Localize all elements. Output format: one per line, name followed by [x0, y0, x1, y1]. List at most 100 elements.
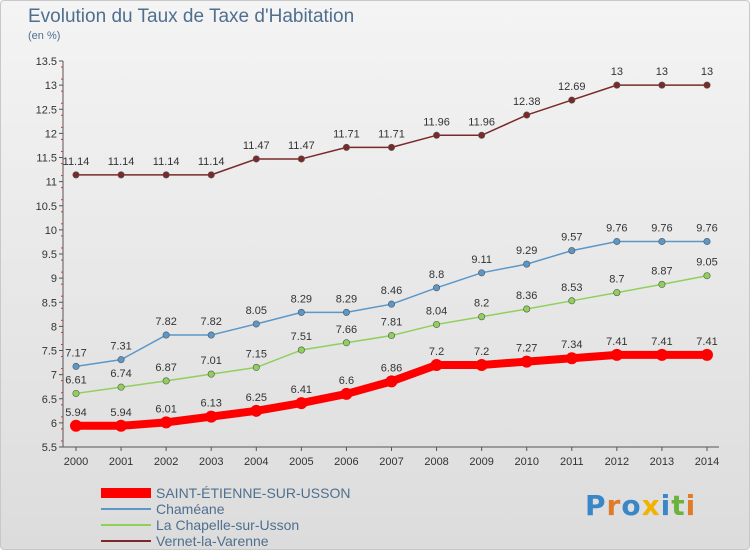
data-label: 9.05 — [696, 257, 717, 269]
x-tick-label: 2002 — [154, 456, 178, 468]
data-label: 11.14 — [153, 156, 180, 168]
y-tick-label: 6 — [51, 418, 57, 430]
series-point — [205, 410, 218, 423]
data-label: 13 — [701, 66, 713, 78]
data-label: 9.76 — [696, 222, 717, 234]
series-point — [658, 81, 666, 89]
series-point — [250, 404, 263, 417]
series-point — [72, 171, 80, 179]
x-tick-label: 2004 — [244, 456, 268, 468]
data-label: 11.96 — [423, 116, 450, 128]
series-point — [478, 131, 486, 139]
series-point — [478, 269, 486, 277]
series-point — [565, 352, 578, 365]
legend-swatch — [101, 524, 151, 526]
data-label: 8.2 — [474, 298, 489, 310]
series-point — [701, 348, 713, 361]
y-tick-label: 13.5 — [36, 56, 57, 68]
data-label: 6.74 — [110, 368, 131, 380]
logo-letter: i — [660, 489, 672, 522]
x-tick-label: 2005 — [289, 456, 313, 468]
data-label: 11.71 — [333, 128, 360, 140]
y-tick-label: 6.5 — [42, 394, 57, 406]
data-label: 6.41 — [291, 384, 312, 396]
series-point — [252, 320, 260, 328]
data-label: 8.8 — [429, 269, 444, 281]
data-label: 7.81 — [381, 317, 402, 329]
logo-letter: t — [671, 489, 686, 522]
series-point — [568, 96, 576, 104]
x-tick-label: 2007 — [379, 456, 403, 468]
series-point — [115, 419, 128, 432]
x-tick-label: 2010 — [514, 456, 538, 468]
logo-letter: x — [641, 489, 661, 522]
data-label: 6.13 — [201, 398, 222, 410]
y-tick-label: 7 — [51, 370, 57, 382]
series-point — [703, 237, 711, 245]
series-point — [475, 358, 488, 371]
data-label: 7.2 — [429, 346, 444, 358]
data-label: 11.14 — [63, 156, 90, 168]
data-label: 5.94 — [65, 407, 86, 419]
logo-letter: i — [685, 489, 697, 522]
series-point — [387, 332, 395, 340]
data-label: 11.96 — [468, 116, 495, 128]
y-tick-label: 11 — [46, 177, 57, 189]
data-label: 6.86 — [381, 362, 402, 374]
logo-letter: o — [621, 489, 642, 522]
series-point — [658, 280, 666, 288]
data-label: 8.29 — [336, 293, 357, 305]
legend-swatch — [101, 488, 151, 498]
y-tick-label: 13 — [45, 80, 57, 92]
series-point — [568, 297, 576, 305]
series-point — [160, 416, 173, 429]
y-tick-label: 8.5 — [42, 297, 57, 309]
y-tick-label: 12 — [45, 128, 57, 140]
data-label: 8.29 — [291, 293, 312, 305]
series-point — [523, 111, 531, 119]
data-label: 8.53 — [561, 282, 582, 294]
series-point — [703, 81, 711, 89]
series-point — [342, 308, 350, 316]
data-label: 7.17 — [65, 347, 86, 359]
series-point — [207, 171, 215, 179]
x-tick-label: 2009 — [469, 456, 493, 468]
data-label: 7.34 — [561, 339, 582, 351]
legend-swatch — [101, 508, 151, 510]
series-point — [117, 383, 125, 391]
data-label: 12.38 — [513, 96, 541, 108]
series-point — [610, 348, 623, 361]
data-label: 8.04 — [426, 305, 447, 317]
data-label: 6.61 — [65, 374, 86, 386]
series-point — [340, 387, 353, 400]
series-point — [162, 377, 170, 385]
y-tick-label: 8 — [51, 321, 57, 333]
data-label: 9.11 — [471, 254, 492, 266]
series-point — [252, 155, 260, 163]
logo-letter: r — [606, 489, 622, 522]
data-label: 8.46 — [381, 285, 402, 297]
data-label: 6.87 — [155, 362, 176, 374]
data-label: 8.36 — [516, 290, 537, 302]
series-point — [70, 419, 82, 432]
legend-label: Chaméane — [156, 501, 225, 517]
series-point — [162, 331, 170, 339]
x-tick-label: 2012 — [605, 456, 629, 468]
data-label: 11.47 — [243, 140, 270, 152]
series-point — [433, 320, 441, 328]
y-tick-label: 7.5 — [42, 346, 57, 358]
series-point — [252, 363, 260, 371]
series-point — [342, 339, 350, 347]
series-point — [655, 348, 668, 361]
x-tick-label: 2003 — [199, 456, 223, 468]
x-tick-label: 2000 — [64, 456, 88, 468]
x-tick-label: 2013 — [650, 456, 674, 468]
y-unit-label: (en %) — [28, 30, 61, 42]
y-tick-label: 10 — [45, 225, 57, 237]
series-point — [297, 308, 305, 316]
series-point — [387, 300, 395, 308]
data-label: 8.05 — [246, 305, 267, 317]
legend-label: Vernet-la-Varenne — [156, 533, 269, 549]
